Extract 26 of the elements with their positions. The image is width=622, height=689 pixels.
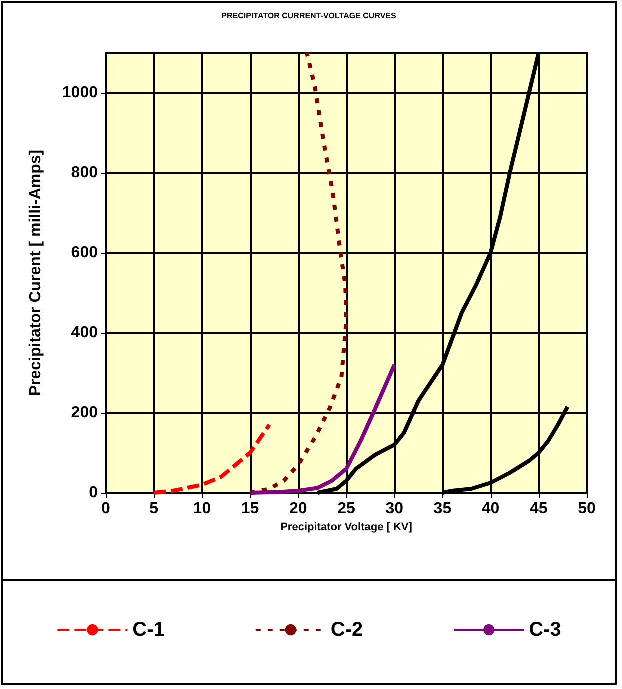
legend-label: C-2 (330, 619, 364, 641)
x-tick-label: 40 (482, 500, 500, 518)
y-tick-label: 1000 (62, 84, 98, 102)
x-tick-label: 50 (578, 500, 596, 518)
x-tick-label: 20 (290, 500, 308, 518)
x-tick-label: 25 (338, 500, 356, 518)
x-tick-label: 30 (386, 500, 404, 518)
line-series (248, 363, 397, 495)
y-tick-label: 400 (71, 324, 98, 342)
y-tick-label: 800 (71, 164, 98, 182)
x-tick-label: 35 (434, 500, 452, 518)
x-tick-label: 5 (150, 500, 159, 518)
x-tick-label: 15 (241, 500, 260, 518)
chart-title: PRECIPITATOR CURRENT-VOLTAGE CURVES (222, 12, 397, 20)
y-tick-label: 200 (71, 404, 98, 422)
x-tick-label: 45 (530, 500, 548, 518)
legend-label: C-1 (132, 619, 165, 641)
legend-label: C-3 (529, 619, 562, 641)
line-series (248, 51, 348, 495)
x-tick-label: 0 (102, 500, 111, 518)
y-axis-title: Precipitator Curent [ milli-Amps] (28, 150, 44, 396)
x-axis-title: Precipitator Voltage [ KV] (280, 521, 413, 534)
x-tick-label: 10 (193, 500, 212, 518)
y-tick-label: 0 (89, 484, 98, 502)
line-series (152, 423, 272, 495)
y-tick-label: 600 (71, 244, 98, 262)
